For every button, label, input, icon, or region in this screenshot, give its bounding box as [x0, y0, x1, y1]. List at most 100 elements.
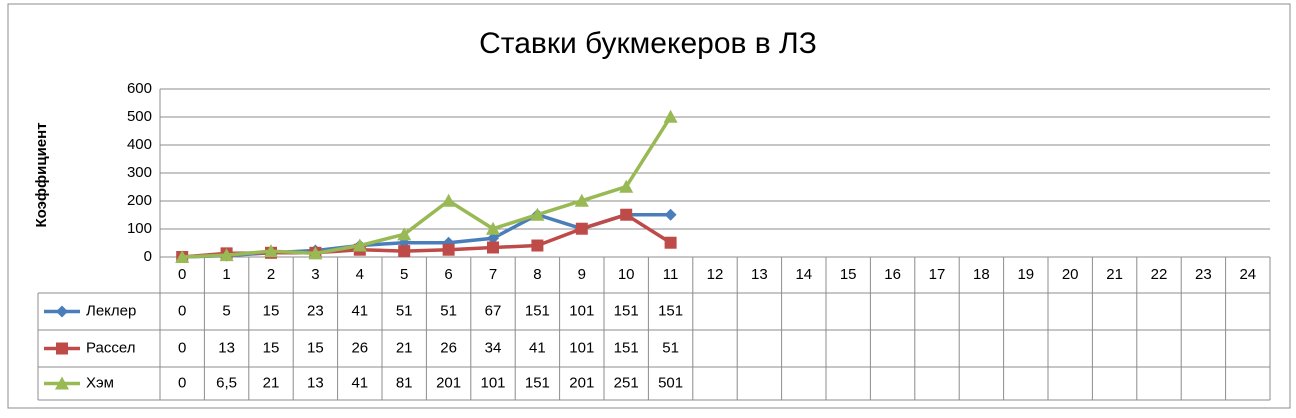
- table-cell: 251: [614, 374, 639, 391]
- x-tick-label: 9: [578, 266, 586, 283]
- x-tick-label: 1: [222, 266, 230, 283]
- legend-label: Хэм: [86, 374, 114, 391]
- table-cell: 151: [614, 302, 639, 319]
- y-tick-label: 500: [127, 108, 152, 125]
- x-tick-label: 14: [795, 266, 812, 283]
- y-tick-label: 200: [127, 192, 152, 209]
- table-cell: 21: [396, 339, 413, 356]
- marker: [397, 227, 412, 241]
- x-tick-label: 3: [311, 266, 319, 283]
- x-tick-label: 19: [1017, 266, 1034, 283]
- legend-label: Рассел: [86, 339, 135, 356]
- marker: [398, 245, 411, 258]
- x-tick-label: 2: [267, 266, 275, 283]
- marker: [575, 222, 588, 235]
- table-cell: 101: [569, 339, 594, 356]
- y-tick-label: 100: [127, 220, 152, 237]
- x-tick-label: 10: [618, 266, 635, 283]
- x-tick-label: 12: [707, 266, 724, 283]
- table-cell: 13: [307, 374, 324, 391]
- x-tick-label: 5: [400, 266, 408, 283]
- x-tick-label: 24: [1239, 266, 1256, 283]
- table-cell: 26: [351, 339, 368, 356]
- marker: [487, 232, 499, 245]
- y-tick-label: 300: [127, 164, 152, 181]
- table-cell: 201: [436, 374, 461, 391]
- x-tick-label: 0: [178, 266, 186, 283]
- marker: [664, 236, 677, 249]
- x-tick-label: 17: [929, 266, 946, 283]
- table-cell: 15: [263, 302, 280, 319]
- table-cell: 0: [178, 302, 186, 319]
- x-tick-label: 15: [840, 266, 857, 283]
- table-cell: 151: [658, 302, 683, 319]
- marker: [530, 207, 545, 221]
- marker: [663, 109, 678, 123]
- chart-border: [7, 3, 1291, 409]
- x-tick-label: 13: [751, 266, 768, 283]
- legend-label: Леклер: [86, 302, 136, 319]
- table-cell: 6,5: [216, 374, 237, 391]
- y-tick-label: 0: [144, 248, 152, 265]
- marker: [264, 244, 278, 258]
- marker: [219, 248, 234, 262]
- x-tick-label: 8: [533, 266, 541, 283]
- table-cell: 41: [351, 374, 368, 391]
- marker: [352, 238, 367, 252]
- table-cell: 151: [614, 339, 639, 356]
- marker: [619, 179, 634, 193]
- y-tick-label: 400: [127, 136, 152, 153]
- x-tick-label: 16: [884, 266, 901, 283]
- table-cell: 501: [658, 374, 683, 391]
- table-cell: 21: [263, 374, 280, 391]
- x-tick-label: 20: [1062, 266, 1079, 283]
- marker: [175, 250, 190, 263]
- marker: [56, 342, 68, 355]
- y-tick-label: 600: [127, 80, 152, 97]
- table-cell: 81: [396, 374, 413, 391]
- table-cell: 151: [525, 374, 550, 391]
- table-cell: 67: [485, 302, 502, 319]
- x-tick-label: 22: [1151, 266, 1168, 283]
- table-cell: 5: [222, 302, 230, 319]
- marker: [441, 193, 456, 207]
- x-tick-label: 11: [663, 266, 679, 283]
- table-cell: 0: [178, 339, 186, 356]
- x-tick-label: 4: [356, 266, 364, 283]
- table-cell: 51: [440, 302, 457, 319]
- x-tick-label: 18: [973, 266, 990, 283]
- marker: [486, 221, 500, 235]
- x-tick-label: 23: [1195, 266, 1212, 283]
- x-tick-label: 6: [444, 266, 452, 283]
- table-cell: 101: [569, 302, 594, 319]
- x-tick-label: 7: [489, 266, 497, 283]
- chart-title: Ставки букмекеров в ЛЗ: [479, 27, 817, 60]
- table-cell: 41: [529, 339, 546, 356]
- table-cell: 26: [440, 339, 457, 356]
- table-cell: 151: [525, 302, 550, 319]
- table-cell: 15: [263, 339, 280, 356]
- table-cell: 101: [480, 374, 505, 391]
- y-axis-label: Коэффициент: [33, 122, 50, 227]
- marker: [487, 241, 499, 254]
- marker: [442, 243, 455, 256]
- table-cell: 41: [351, 302, 368, 319]
- table-cell: 34: [485, 339, 502, 356]
- marker: [56, 305, 68, 318]
- table-cell: 51: [662, 339, 679, 356]
- marker: [531, 239, 544, 252]
- marker: [574, 193, 589, 207]
- series-line: [182, 115, 673, 259]
- marker: [308, 246, 323, 260]
- table-cell: 23: [307, 302, 324, 319]
- marker: [664, 208, 677, 221]
- table-cell: 15: [307, 339, 324, 356]
- table-cell: 0: [178, 374, 186, 391]
- table-cell: 201: [569, 374, 594, 391]
- table-cell: 51: [396, 302, 413, 319]
- marker: [620, 208, 633, 221]
- table-cell: 13: [218, 339, 235, 356]
- x-tick-label: 21: [1106, 266, 1123, 283]
- marker: [55, 376, 69, 390]
